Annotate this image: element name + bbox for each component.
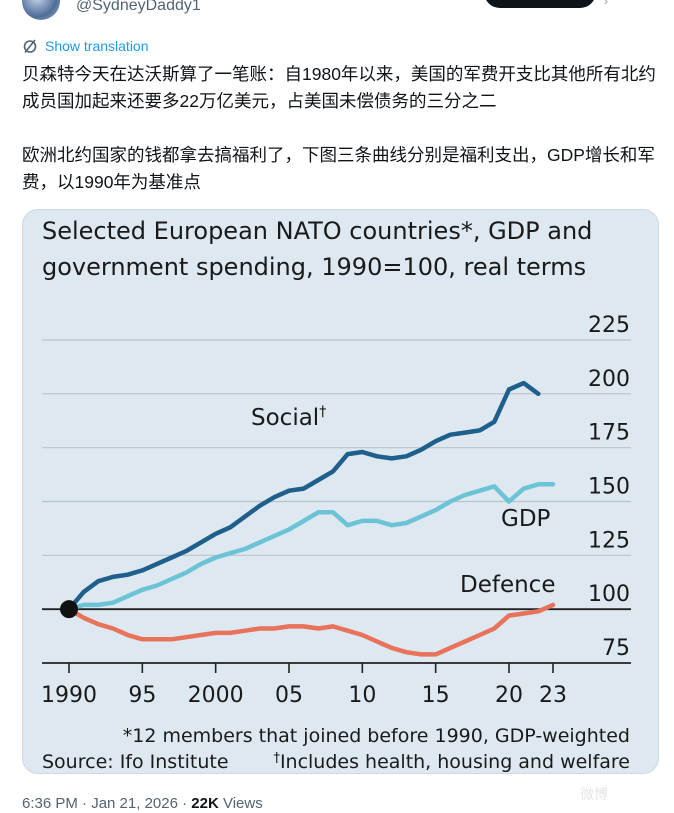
more-icon[interactable]: › (604, 0, 608, 8)
follow-button[interactable] (484, 0, 596, 8)
x-tick-label: 23 (539, 683, 567, 708)
chart-title-line-2: government spending, 1990=100, real term… (42, 253, 586, 281)
chart-footnote-social: †Includes health, housing and welfare (273, 751, 630, 773)
dagger-mark: † (319, 404, 326, 420)
tweet-text: 贝森特今天在达沃斯算了一笔账：自1980年以来，美国的军费开支比其他所有北约成员… (22, 61, 662, 223)
series-label-gdp: GDP (501, 506, 551, 532)
x-tick-label: 10 (348, 683, 376, 708)
x-tick-label: 1990 (41, 683, 97, 708)
y-tick-label: 125 (588, 528, 630, 553)
origin-point (60, 600, 78, 619)
y-tick-label: 100 (588, 582, 630, 607)
tweet-meta: 6:36 PM · Jan 21, 2026 · 22K Views (22, 795, 263, 812)
tweet-paragraph-2: 欧洲北约国家的钱都拿去搞福利了，下图三条曲线分别是福利支出，GDP增长和军费，以… (22, 145, 655, 192)
x-tick-label: 05 (275, 683, 303, 708)
tweet-timestamp[interactable]: 6:36 PM · Jan 21, 2026 · (22, 795, 192, 812)
chart-source: Source: Ifo Institute (42, 751, 229, 773)
footnote-text: Includes health, housing and welfare (280, 751, 630, 773)
chart-footnote-members: *12 members that joined before 1990, GDP… (123, 725, 630, 747)
series-label-defence: Defence (460, 572, 555, 598)
translate-icon (23, 39, 37, 53)
y-tick-label: 200 (588, 367, 630, 392)
series-line-defence (66, 602, 556, 657)
y-tick-label: 150 (588, 475, 630, 500)
line-chart: Selected European NATO countries*, GDP a… (41, 217, 631, 773)
series-label-social: Social† (251, 404, 326, 431)
views-count: 22K (191, 795, 219, 812)
watermark: 微博 (580, 786, 608, 802)
y-tick-label: 225 (588, 313, 630, 338)
y-tick-label: 175 (588, 421, 630, 446)
user-handle[interactable]: @SydneyDaddy1 (76, 0, 201, 14)
x-tick-label: 15 (422, 683, 450, 708)
x-tick-label: 20 (495, 683, 523, 708)
chart-title-line-1: Selected European NATO countries*, GDP a… (42, 217, 592, 245)
show-translation-label: Show translation (45, 38, 149, 54)
x-tick-label: 95 (128, 683, 156, 708)
series-line-social (66, 380, 541, 612)
views-label: Views (218, 795, 263, 812)
tweet-image-chart[interactable]: Selected European NATO countries*, GDP a… (22, 209, 659, 774)
show-translation-link[interactable]: Show translation (22, 38, 149, 54)
avatar[interactable] (22, 0, 60, 20)
tweet-paragraph-1: 贝森特今天在达沃斯算了一笔账：自1980年以来，美国的军费开支比其他所有北约成员… (22, 64, 656, 111)
footnote-dagger: † (273, 751, 280, 766)
x-tick-label: 2000 (188, 683, 244, 708)
y-tick-label: 75 (602, 636, 630, 661)
series-line-gdp (66, 482, 556, 612)
